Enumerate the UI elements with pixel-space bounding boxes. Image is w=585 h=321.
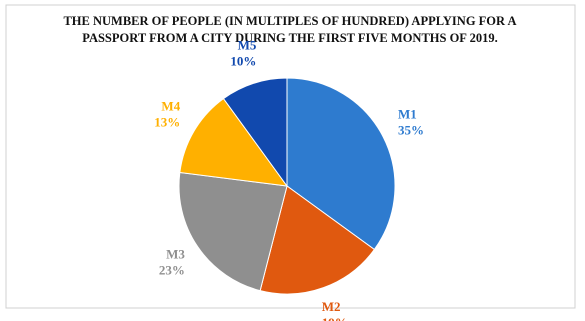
pie-slice	[179, 97, 289, 187]
data-label-name: M1	[398, 106, 417, 121]
data-label-value: 10%	[230, 54, 256, 69]
pie-slice	[259, 185, 376, 295]
data-label-name: M3	[166, 247, 185, 262]
data-label-name: M5	[238, 38, 257, 53]
pie-slice	[178, 171, 288, 292]
chart-title: PASSPORT FROM A CITY DURING THE FIRST FI…	[82, 31, 497, 45]
data-label-value: 19%	[322, 315, 348, 321]
data-label-name: M4	[161, 99, 180, 114]
pie-slice	[222, 77, 288, 188]
data-label-name: M2	[322, 299, 341, 314]
pie-slice	[286, 77, 396, 251]
chart-title: THE NUMBER OF PEOPLE (IN MULTIPLES OF HU…	[63, 14, 516, 28]
data-label-value: 35%	[398, 122, 424, 137]
data-label-value: 23%	[159, 263, 185, 278]
data-label-value: 13%	[154, 115, 180, 130]
